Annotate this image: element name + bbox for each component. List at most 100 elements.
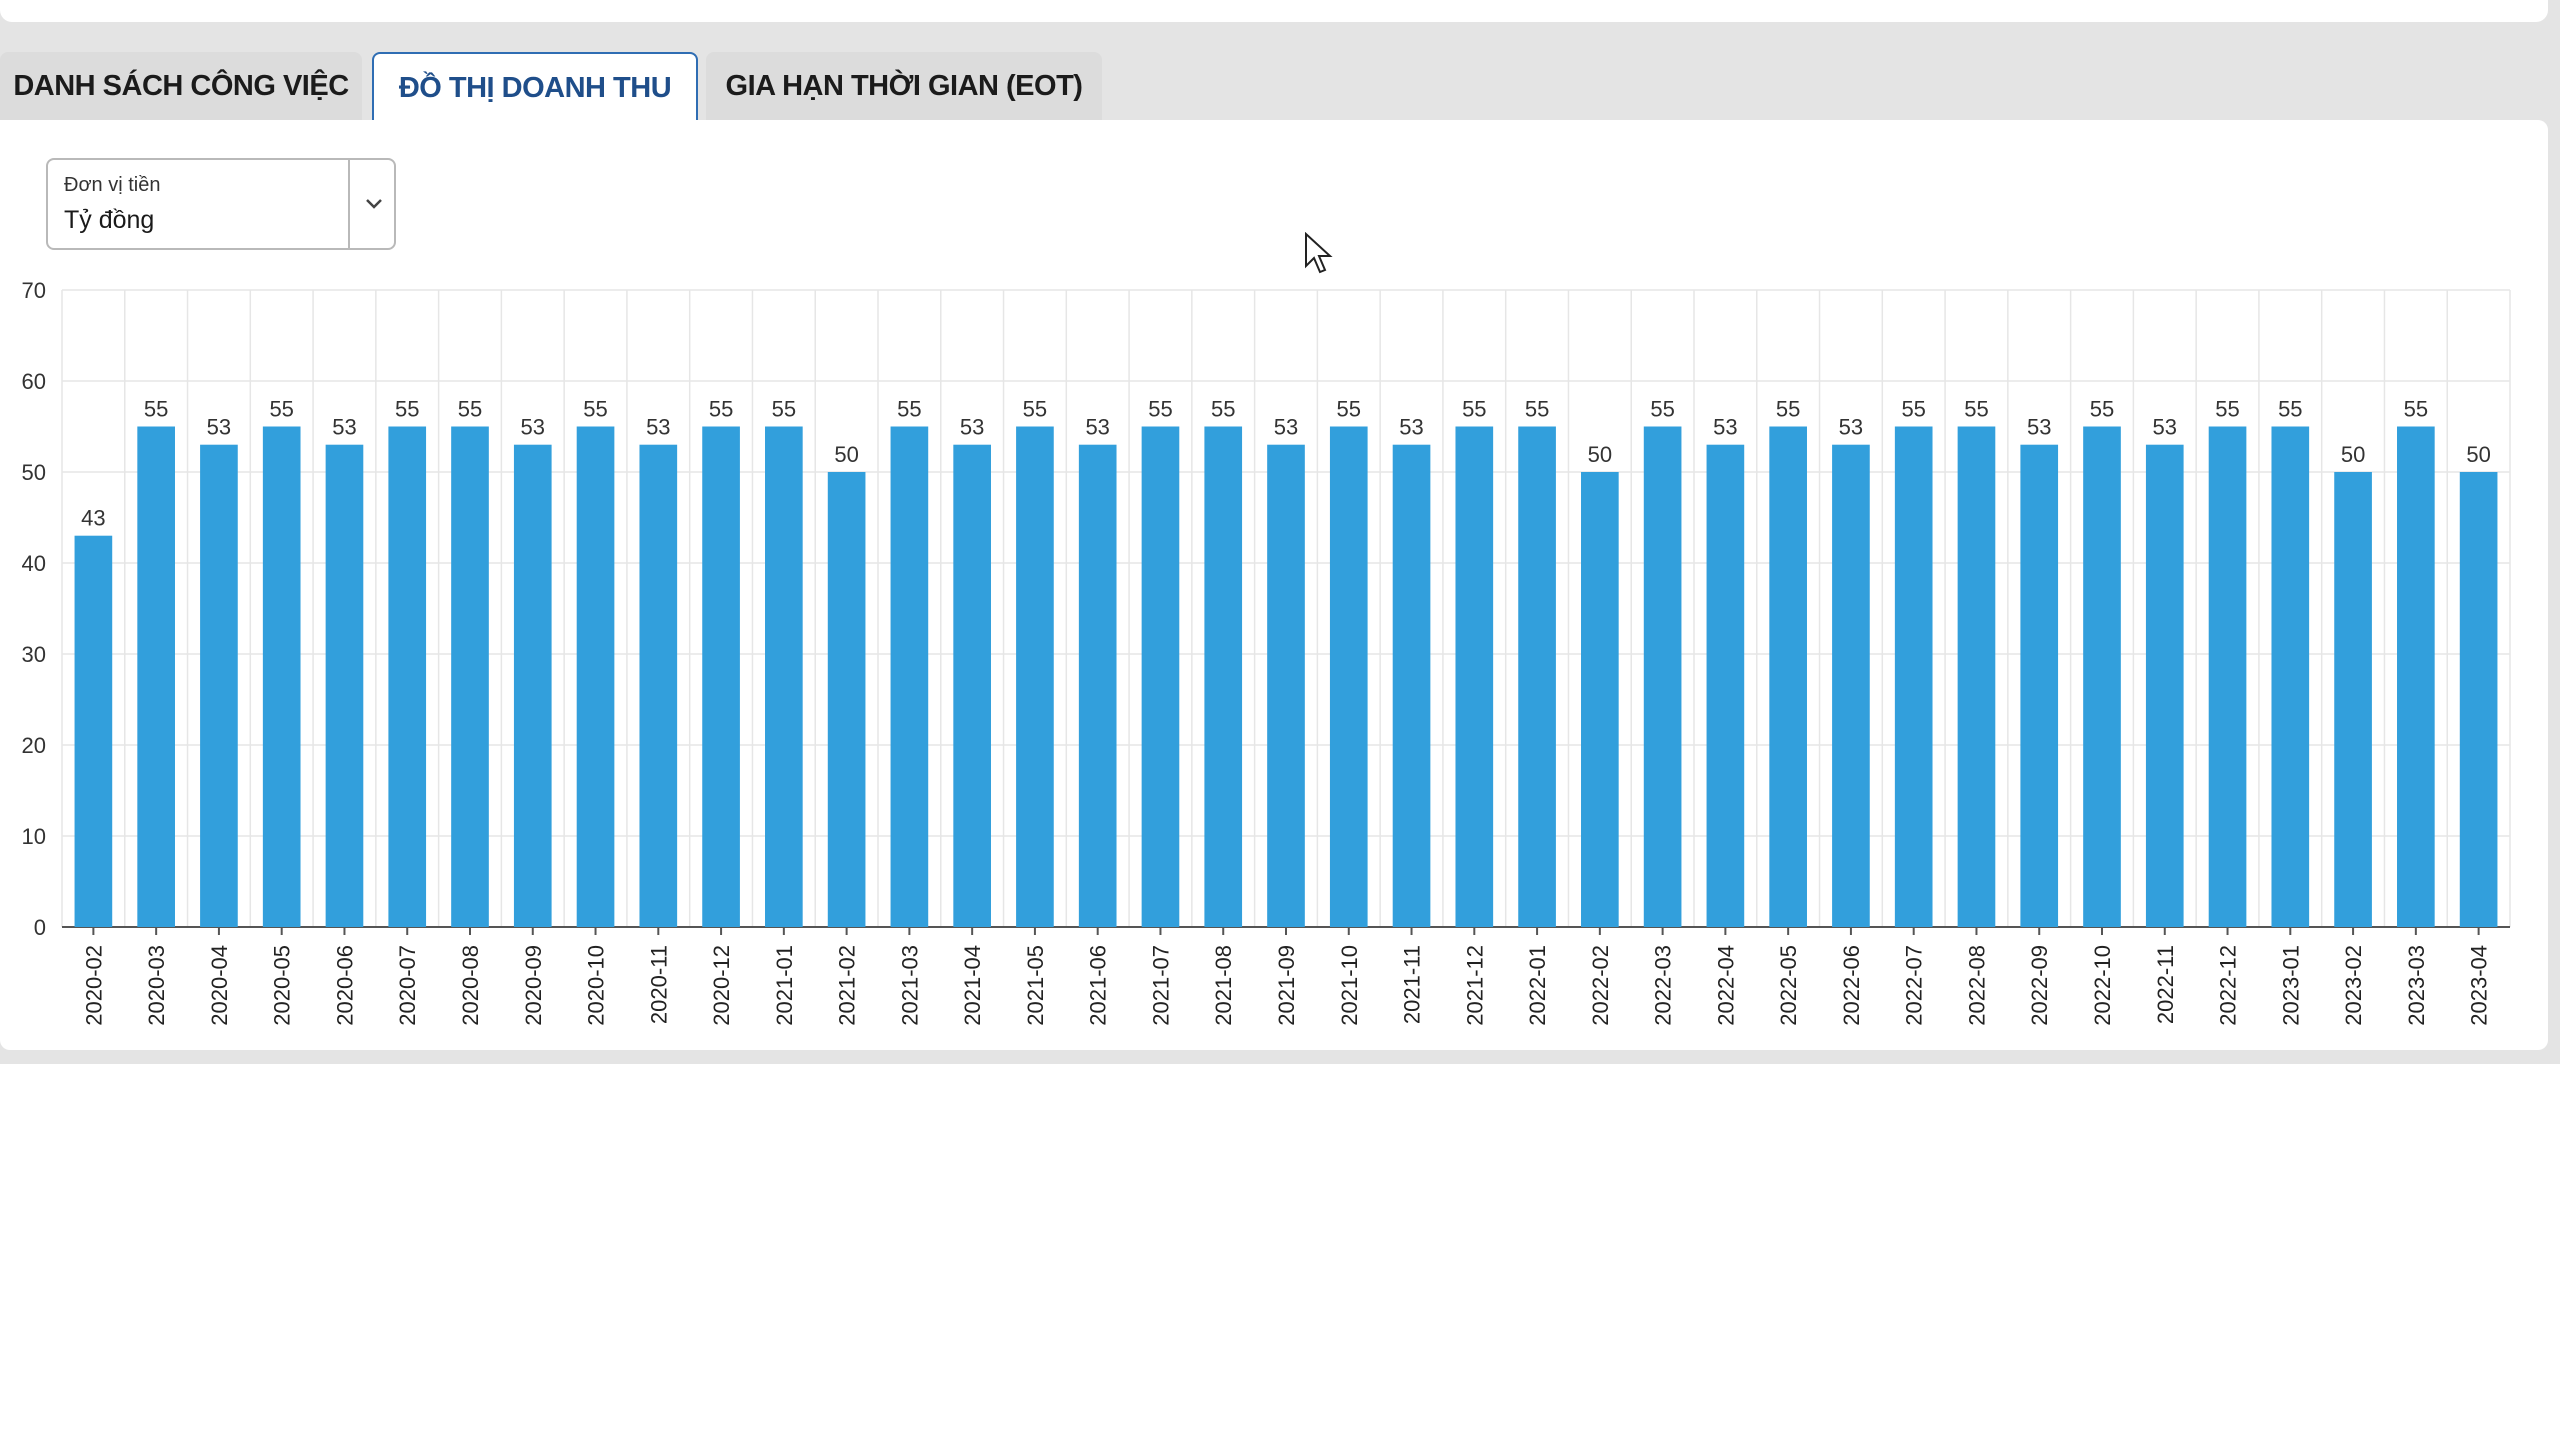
bar [1832, 444, 1870, 927]
bar [200, 444, 238, 927]
data-label: 55 [144, 397, 168, 422]
x-tick-label: 2022-08 [1964, 945, 1989, 1026]
bar [451, 426, 489, 927]
x-tick-label: 2021-03 [897, 945, 922, 1026]
x-tick-label: 2020-11 [646, 945, 671, 1024]
bar [388, 426, 427, 927]
chevron-down-icon[interactable] [360, 190, 388, 218]
bar [639, 444, 678, 927]
bar [2271, 426, 2310, 927]
tab-eot[interactable]: GIA HẠN THỜI GIAN (EOT) [706, 52, 1102, 120]
data-label: 55 [1023, 397, 1047, 422]
bar [1581, 472, 1619, 927]
bar [827, 472, 866, 927]
mouse-cursor-icon [1305, 232, 1333, 274]
x-tick-label: 2021-06 [1086, 945, 1111, 1026]
bar [513, 444, 552, 927]
data-label: 53 [2153, 415, 2177, 440]
data-label: 43 [81, 506, 105, 531]
data-label: 55 [2278, 397, 2302, 422]
data-label: 55 [1211, 397, 1235, 422]
x-tick-label: 2020-08 [458, 945, 483, 1026]
bar [953, 444, 991, 927]
currency-unit-label: Đơn vị tiền [64, 174, 161, 196]
data-label: 55 [1964, 397, 1988, 422]
x-tick-label: 2021-01 [772, 945, 797, 1026]
x-tick-label: 2021-04 [960, 945, 985, 1026]
data-label: 55 [1525, 397, 1549, 422]
bar [2208, 426, 2247, 927]
x-tick-label: 2023-04 [2467, 945, 2492, 1026]
bar [1643, 426, 1682, 927]
bar [2145, 444, 2184, 927]
data-label: 55 [458, 397, 482, 422]
top-panel [0, 0, 2548, 22]
data-label: 53 [207, 415, 231, 440]
bar [2459, 472, 2498, 927]
x-tick-label: 2022-06 [1839, 945, 1864, 1026]
y-tick-label: 40 [22, 551, 46, 576]
x-tick-label: 2023-01 [2278, 945, 2303, 1026]
bar [1204, 426, 1243, 927]
data-label: 53 [1713, 415, 1737, 440]
data-label: 50 [1588, 442, 1612, 467]
bar [262, 426, 301, 927]
x-tick-label: 2021-12 [1462, 945, 1487, 1026]
bar [1769, 426, 1807, 927]
data-label: 55 [1462, 397, 1486, 422]
data-label: 55 [2215, 397, 2239, 422]
revenue-bar-chart: 0 10 20 30 40 50 60 70 43 2020-02 55 2020-03 53 2020-… [22, 278, 2511, 1026]
y-tick-label: 20 [22, 733, 46, 758]
data-label: 50 [834, 442, 858, 467]
x-tick-label: 2023-03 [2404, 945, 2429, 1026]
data-label: 55 [1337, 397, 1361, 422]
x-tick-label: 2021-05 [1023, 945, 1048, 1026]
data-label: 53 [2027, 415, 2051, 440]
tab-task-list[interactable]: DANH SÁCH CÔNG VIỆC [0, 52, 362, 120]
data-label: 55 [1148, 397, 1172, 422]
bar [1078, 444, 1117, 927]
data-label: 55 [269, 397, 293, 422]
y-tick-label: 60 [22, 369, 46, 394]
x-tick-label: 2023-02 [2341, 945, 2366, 1026]
y-tick-label: 10 [22, 824, 46, 849]
data-label: 55 [709, 397, 733, 422]
x-tick-label: 2020-03 [144, 945, 169, 1026]
bar [1518, 426, 1556, 927]
data-label: 55 [772, 397, 796, 422]
x-tick-label: 2022-10 [2090, 945, 2115, 1026]
y-tick-label: 0 [34, 915, 46, 940]
currency-unit-select[interactable]: Đơn vị tiền Tỷ đồng [46, 158, 396, 250]
data-label: 55 [1776, 397, 1800, 422]
x-tick-label: 2022-04 [1713, 945, 1738, 1026]
currency-unit-value: Tỷ đồng [64, 206, 155, 234]
bar [2334, 472, 2372, 927]
data-label: 55 [897, 397, 921, 422]
bar [1392, 444, 1431, 927]
bar [765, 426, 803, 927]
x-tick-label: 2022-02 [1588, 945, 1613, 1026]
bar [325, 444, 364, 927]
tab-revenue-chart[interactable]: ĐỒ THỊ DOANH THU [372, 52, 698, 122]
x-tick-label: 2022-09 [2027, 945, 2052, 1026]
bar [1141, 426, 1180, 927]
bar [1957, 426, 1996, 927]
data-label: 53 [646, 415, 670, 440]
data-label: 53 [1399, 415, 1423, 440]
x-tick-label: 2021-09 [1274, 945, 1299, 1026]
x-tick-label: 2020-02 [81, 945, 106, 1026]
x-tick-label: 2022-12 [2216, 945, 2241, 1026]
x-tick-label: 2022-11 [2153, 945, 2178, 1024]
data-label: 55 [395, 397, 419, 422]
y-tick-label: 30 [22, 642, 46, 667]
data-label: 55 [583, 397, 607, 422]
x-tick-label: 2022-05 [1776, 945, 1801, 1026]
data-label: 55 [1650, 397, 1674, 422]
data-label: 53 [1085, 415, 1109, 440]
data-label: 53 [1274, 415, 1298, 440]
x-tick-label: 2022-01 [1525, 945, 1550, 1026]
data-label: 53 [332, 415, 356, 440]
x-tick-label: 2020-04 [207, 945, 232, 1026]
bar [2020, 444, 2059, 927]
x-tick-label: 2020-07 [395, 945, 420, 1026]
